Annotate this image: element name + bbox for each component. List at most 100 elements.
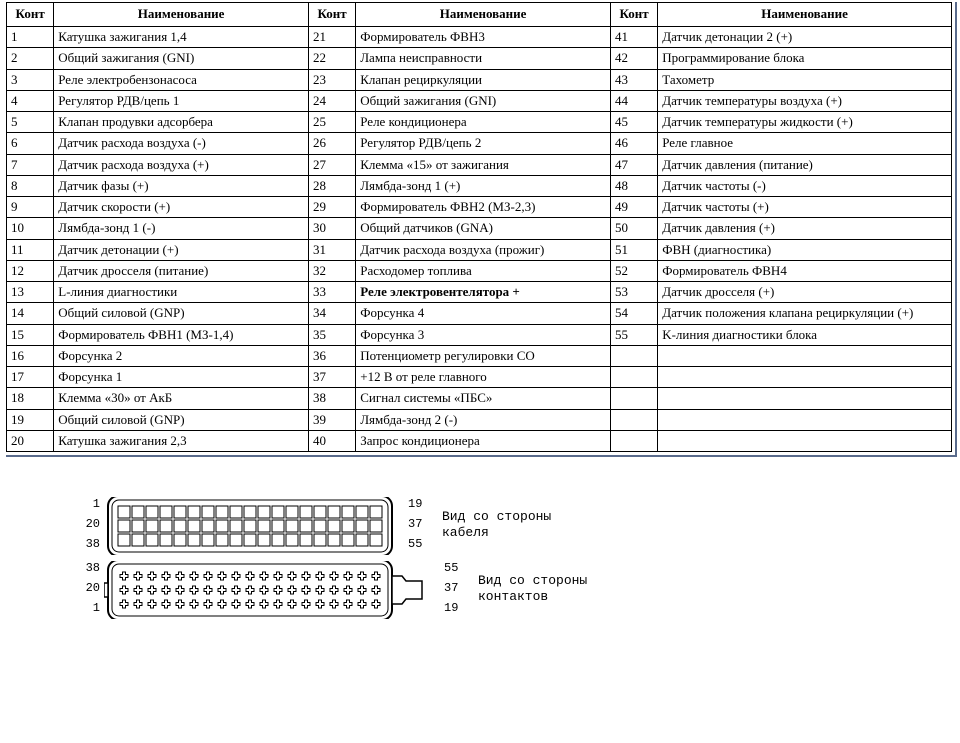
pin-number: 3 [7, 69, 54, 90]
pin-name: Датчик дросселя (питание) [54, 260, 309, 281]
pin-label: 55 [444, 561, 458, 575]
pin-name: Формирователь ФВН3 [356, 27, 611, 48]
table-row: 13L-линия диагностики33Реле электровенте… [7, 282, 952, 303]
pin-name: Расходомер топлива [356, 260, 611, 281]
pin-number: 28 [308, 175, 355, 196]
pin-name: Датчик температуры воздуха (+) [658, 90, 952, 111]
pin-number: 30 [308, 218, 355, 239]
pin-number: 33 [308, 282, 355, 303]
pin-label: 37 [408, 517, 422, 531]
pin-name: Общий силовой (GNP) [54, 303, 309, 324]
pin-name: Датчик температуры жидкости (+) [658, 112, 952, 133]
pin-number: 6 [7, 133, 54, 154]
pin-number: 17 [7, 367, 54, 388]
pin-number: 19 [7, 409, 54, 430]
table-row: 7Датчик расхода воздуха (+)27Клемма «15»… [7, 154, 952, 175]
pin-number: 8 [7, 175, 54, 196]
pin-number: 34 [308, 303, 355, 324]
table-row: 4Регулятор РДВ/цепь 124Общий зажигания (… [7, 90, 952, 111]
pin-number: 39 [308, 409, 355, 430]
pins-right-contacts: 55 37 19 [440, 561, 470, 615]
table-row: 10Лямбда-зонд 1 (-)30Общий датчиков (GNA… [7, 218, 952, 239]
pin-name: Форсунка 1 [54, 367, 309, 388]
connector-svg-contacts [104, 561, 440, 619]
pin-number: 40 [308, 430, 355, 451]
table-row: 6Датчик расхода воздуха (-)26Регулятор Р… [7, 133, 952, 154]
pinout-frame: Конт Наименование Конт Наименование Конт… [6, 2, 957, 457]
pin-number [610, 430, 657, 451]
caption-line: Вид сo стороны [478, 573, 587, 588]
pin-name: Форсунка 2 [54, 345, 309, 366]
pin-number: 12 [7, 260, 54, 281]
pin-label: 1 [93, 601, 100, 615]
table-row: 12Датчик дросселя (питание)32Расходомер … [7, 260, 952, 281]
pin-name: Сигнал системы «ПБС» [356, 388, 611, 409]
pin-name: Лампа неисправности [356, 48, 611, 69]
pin-number: 54 [610, 303, 657, 324]
pin-name: Формирователь ФВН2 (МЗ-2,3) [356, 197, 611, 218]
pin-number [610, 367, 657, 388]
pin-number [610, 388, 657, 409]
pin-name: Датчик расхода воздуха (+) [54, 154, 309, 175]
pin-name: Общий зажигания (GNI) [356, 90, 611, 111]
pin-name: Датчик частоты (-) [658, 175, 952, 196]
pin-label: 19 [444, 601, 458, 615]
pin-name: Лямбда-зонд 2 (-) [356, 409, 611, 430]
hdr-pin-3: Конт [610, 3, 657, 27]
pin-name: Датчик скорости (+) [54, 197, 309, 218]
pin-number: 5 [7, 112, 54, 133]
table-row: 19Общий силовой (GNP)39Лямбда-зонд 2 (-) [7, 409, 952, 430]
table-row: 1Катушка зажигания 1,421Формирователь ФВ… [7, 27, 952, 48]
pin-name: Катушка зажигания 2,3 [54, 430, 309, 451]
pin-number: 24 [308, 90, 355, 111]
pin-number: 11 [7, 239, 54, 260]
table-row: 11Датчик детонации (+)31Датчик расхода в… [7, 239, 952, 260]
pin-number: 32 [308, 260, 355, 281]
pin-name: Регулятор РДВ/цепь 2 [356, 133, 611, 154]
pin-name: ФВН (диагностика) [658, 239, 952, 260]
pins-left-cable: 1 20 38 [74, 497, 104, 551]
pin-number: 7 [7, 154, 54, 175]
table-header-row: Конт Наименование Конт Наименование Конт… [7, 3, 952, 27]
pin-number [610, 345, 657, 366]
caption-contacts: Вид сo стороны контактов [478, 561, 587, 604]
connector-view-contacts: 38 20 1 55 37 19 Вид сo стороны контакто… [74, 561, 952, 619]
pin-number: 46 [610, 133, 657, 154]
pin-name: Датчик частоты (+) [658, 197, 952, 218]
pin-number: 25 [308, 112, 355, 133]
pin-number: 15 [7, 324, 54, 345]
pins-right-cable: 19 37 55 [404, 497, 434, 551]
connector-diagram-area: 1 20 38 19 37 55 Вид со стороны кабеля 3… [74, 497, 952, 619]
pin-name [658, 388, 952, 409]
pin-number: 37 [308, 367, 355, 388]
pin-number: 27 [308, 154, 355, 175]
pin-number: 42 [610, 48, 657, 69]
pin-number: 38 [308, 388, 355, 409]
pin-name: Общий зажигания (GNI) [54, 48, 309, 69]
pin-name: Датчик давления (питание) [658, 154, 952, 175]
pin-name: Формирователь ФВН4 [658, 260, 952, 281]
pin-label: 20 [86, 517, 100, 531]
caption-line: Вид со стороны [442, 509, 551, 524]
pin-label: 38 [86, 561, 100, 575]
caption-line: кабеля [442, 525, 489, 540]
table-row: 3Реле электробензонасоса23Клапан рецирку… [7, 69, 952, 90]
hdr-pin-2: Конт [308, 3, 355, 27]
pin-number: 41 [610, 27, 657, 48]
pin-number: 26 [308, 133, 355, 154]
pin-number: 48 [610, 175, 657, 196]
table-row: 9Датчик скорости (+)29Формирователь ФВН2… [7, 197, 952, 218]
pin-name [658, 345, 952, 366]
table-row: 16Форсунка 236Потенциометр регулировки С… [7, 345, 952, 366]
pin-label: 38 [86, 537, 100, 551]
pin-name: Катушка зажигания 1,4 [54, 27, 309, 48]
pin-name: Клемма «30» от АкБ [54, 388, 309, 409]
pin-name: Общий датчиков (GNA) [356, 218, 611, 239]
table-row: 2Общий зажигания (GNI)22Лампа неисправно… [7, 48, 952, 69]
pin-number: 52 [610, 260, 657, 281]
pin-name: Клапан продувки адсорбера [54, 112, 309, 133]
caption-cable: Вид со стороны кабеля [442, 497, 551, 540]
pin-number [610, 409, 657, 430]
pin-name: Датчик детонации (+) [54, 239, 309, 260]
pin-name: Форсунка 3 [356, 324, 611, 345]
